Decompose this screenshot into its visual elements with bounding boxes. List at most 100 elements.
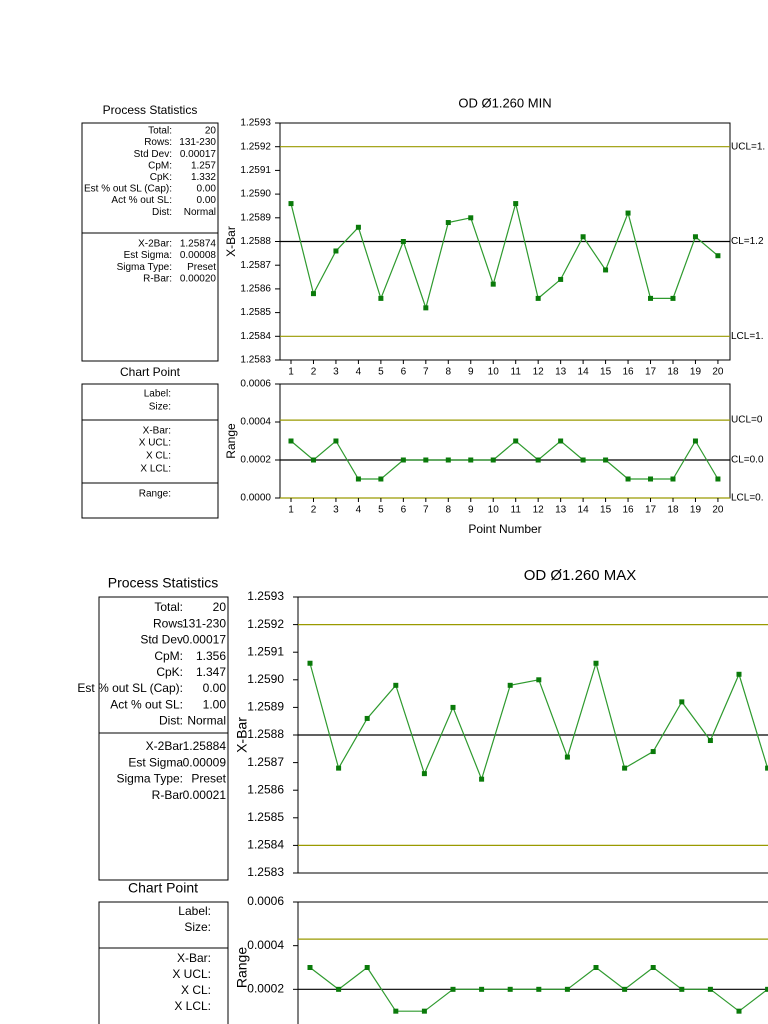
y-tick-label: 0.0004: [240, 417, 271, 428]
x-tick-label: 1: [288, 505, 294, 516]
stat-label: Sigma Type:: [117, 262, 172, 273]
data-point: [580, 234, 586, 240]
data-point: [333, 438, 339, 444]
stat-label: Est Sigma:: [124, 250, 172, 261]
control-line-label: LCL=0.: [731, 493, 764, 504]
data-point: [679, 699, 685, 705]
y-tick-label: 1.2585: [240, 307, 271, 318]
chart-point-box: [81, 383, 219, 519]
chart-point-label: Size:: [184, 920, 211, 934]
x-tick-label: 5: [378, 505, 384, 516]
data-point: [670, 295, 676, 301]
x-tick-label: 6: [401, 505, 407, 516]
y-tick-label: 1.2585: [247, 810, 284, 824]
data-point: [535, 295, 541, 301]
chart-point-label: X CL:: [181, 983, 211, 997]
stat-label: Act % out SL:: [110, 697, 183, 711]
data-point: [692, 438, 698, 444]
data-point: [715, 476, 721, 482]
data-point: [580, 457, 586, 463]
stat-value: 0.00009: [183, 755, 227, 769]
stat-value: 0.00020: [180, 273, 217, 284]
data-point: [421, 771, 427, 777]
x-tick-label: 20: [712, 367, 724, 378]
data-point: [355, 224, 361, 230]
data-point: [364, 715, 370, 721]
x-tick-label: 3: [333, 367, 339, 378]
data-point: [310, 291, 316, 297]
data-point: [507, 682, 513, 688]
x-tick-label: 3: [333, 505, 339, 516]
data-point: [445, 457, 451, 463]
chart-point-box: [98, 901, 229, 1024]
stat-label: Total:: [154, 600, 183, 614]
data-point: [333, 248, 339, 254]
y-tick-label: 1.2583: [240, 355, 271, 366]
data-point: [558, 276, 564, 282]
control-line-label: LCL=1.: [731, 331, 764, 342]
y-tick-label: 1.2588: [247, 727, 284, 741]
y-tick-label: 1.2589: [240, 212, 271, 223]
data-point: [450, 986, 456, 992]
x-tick-label: 17: [645, 505, 657, 516]
y-tick-label: 1.2590: [240, 189, 271, 200]
stat-label: Std Dev:: [134, 149, 172, 160]
data-point: [378, 295, 384, 301]
chart-point-label: X-Bar:: [177, 951, 211, 965]
stat-label: Std Dev: [140, 633, 183, 647]
data-point: [650, 965, 656, 970]
data-point: [336, 986, 342, 992]
stat-value: 0.00008: [180, 250, 217, 261]
data-point: [445, 220, 451, 226]
y-tick-label: 1.2588: [240, 236, 271, 247]
y-axis-label: Range: [224, 423, 238, 459]
y-tick-label: 1.2584: [247, 838, 284, 852]
data-point: [622, 765, 628, 771]
stat-value: 1.25884: [183, 739, 227, 753]
y-axis-label: X-Bar: [234, 717, 250, 753]
x-tick-label: 12: [533, 505, 545, 516]
y-tick-label: 0.0002: [247, 982, 284, 996]
chart-point-label: Range:: [139, 489, 171, 500]
x-tick-label: 6: [401, 367, 407, 378]
stat-value: 131-230: [182, 616, 226, 630]
stat-label: Act % out SL:: [111, 195, 172, 206]
stat-value: 0.00: [197, 184, 217, 195]
stat-value: 0.00021: [183, 788, 227, 802]
stat-label: X-2Bar: [146, 739, 183, 753]
x-tick-label: 8: [446, 367, 452, 378]
data-point: [536, 986, 542, 992]
chart-point-label: X CL:: [146, 451, 171, 462]
y-tick-label: 1.2593: [247, 589, 284, 603]
data-point: [603, 457, 609, 463]
x-tick-label: 18: [667, 367, 679, 378]
stat-label: CpK:: [156, 665, 183, 679]
stat-value: Preset: [187, 262, 216, 273]
stat-value: 1.347: [196, 665, 226, 679]
stats-box: [98, 596, 229, 881]
y-tick-label: 1.2592: [247, 617, 284, 631]
chart-point-label: X LCL:: [174, 999, 211, 1013]
y-tick-label: 1.2591: [240, 165, 271, 176]
stats-title: Process Statistics: [108, 575, 218, 591]
x-tick-label: 19: [690, 367, 702, 378]
y-tick-label: 1.2592: [240, 141, 271, 152]
data-point: [765, 765, 768, 771]
y-tick-label: 1.2586: [240, 284, 271, 295]
data-point: [490, 457, 496, 463]
stat-label: Dist:: [152, 207, 172, 218]
chart-point-label: X LCL:: [140, 464, 171, 475]
data-point: [707, 738, 713, 744]
data-point: [535, 457, 541, 463]
chart-point-label: Label:: [144, 389, 171, 400]
stat-label: Est % out SL (Cap):: [84, 184, 172, 195]
stat-value: 0.00017: [183, 633, 227, 647]
y-axis-label: X-Bar: [224, 226, 238, 257]
stat-label: Sigma Type:: [117, 772, 183, 786]
data-point: [648, 295, 654, 301]
x-tick-label: 9: [468, 367, 474, 378]
data-point: [679, 986, 685, 992]
y-tick-label: 1.2589: [247, 700, 284, 714]
